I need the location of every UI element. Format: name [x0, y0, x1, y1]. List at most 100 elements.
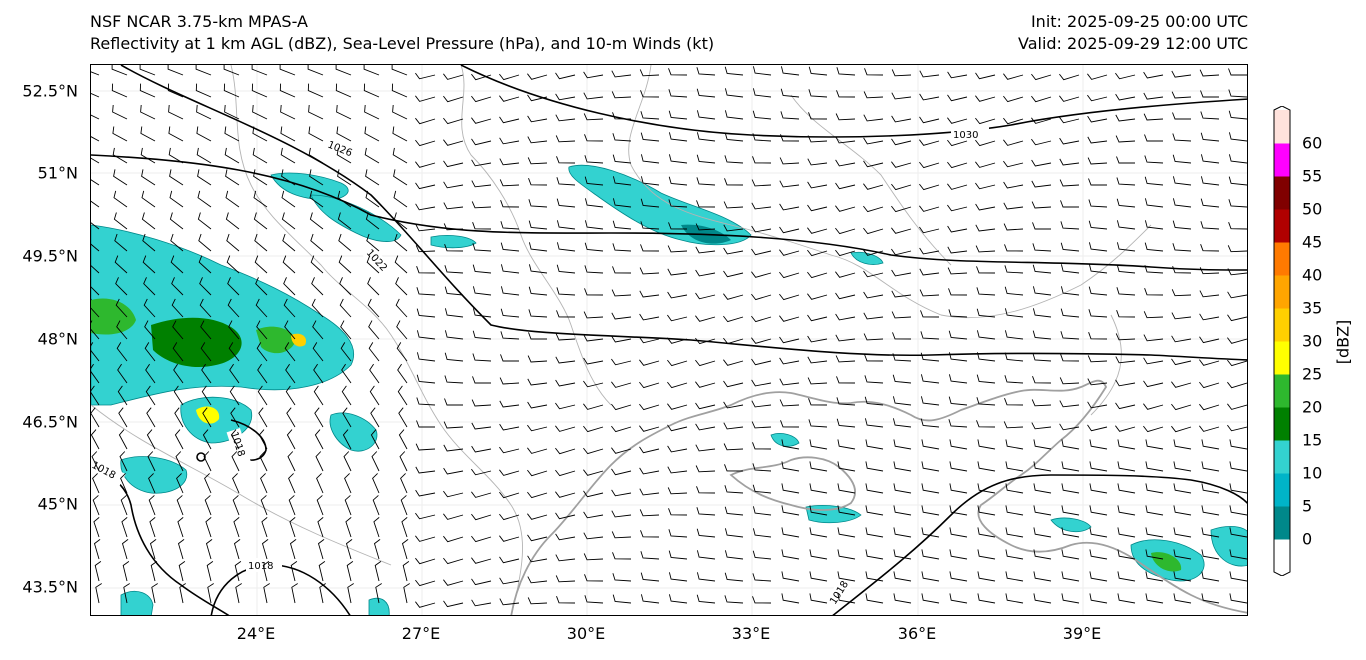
- wind-barb: [1003, 223, 1024, 231]
- wind-barb: [415, 182, 436, 190]
- wind-barb: [640, 90, 660, 98]
- wind-barb: [583, 511, 604, 519]
- wind-barb: [1115, 356, 1136, 364]
- wind-barb: [695, 337, 716, 345]
- wind-barb: [289, 517, 296, 538]
- wind-barb: [366, 233, 380, 252]
- wind-barb: [284, 342, 296, 362]
- colorbar-tick-label: 55: [1302, 166, 1323, 186]
- wind-barb: [527, 94, 548, 102]
- lon-label-33: 33°E: [731, 624, 771, 643]
- wind-barb: [500, 242, 520, 252]
- wind-barb: [373, 517, 380, 538]
- wind-barb: [91, 265, 100, 274]
- wind-barb: [1087, 157, 1108, 165]
- wind-barb: [1059, 73, 1080, 81]
- wind-barb: [281, 190, 296, 208]
- wind-barb: [975, 245, 996, 253]
- wind-barb: [151, 583, 158, 604]
- wind-barb: [415, 512, 436, 520]
- wind-barb: [1117, 593, 1136, 604]
- wind-barb: [1227, 314, 1247, 322]
- wind-barb: [145, 363, 156, 384]
- wind-barb: [312, 320, 324, 340]
- wind-barb: [443, 600, 464, 608]
- wind-barb: [807, 314, 828, 322]
- wind-barb: [1117, 549, 1136, 560]
- wind-barb: [111, 65, 128, 76]
- wind-barb: [528, 286, 548, 296]
- wind-barb: [864, 354, 884, 362]
- wind-barb: [1201, 439, 1220, 450]
- wind-barb: [555, 533, 576, 541]
- wind-barb: [724, 506, 744, 516]
- wind-barb: [282, 255, 296, 274]
- wind-barb: [1003, 421, 1024, 429]
- wind-barb: [583, 553, 604, 561]
- wind-barb: [779, 399, 800, 407]
- wind-barb: [527, 136, 548, 144]
- wind-barb: [415, 535, 436, 542]
- wind-barb: [313, 363, 324, 384]
- field-title: Reflectivity at 1 km AGL (dBZ), Sea-Leve…: [90, 34, 715, 53]
- wind-barb: [528, 264, 548, 274]
- wind-barb: [781, 439, 800, 450]
- wind-barb: [92, 495, 100, 516]
- wind-barb: [555, 402, 576, 410]
- wind-barb: [171, 277, 184, 296]
- wind-barb: [1172, 154, 1192, 164]
- echo-southeast-c: [1050, 517, 1092, 533]
- wind-barb: [1059, 116, 1080, 124]
- wind-barb: [752, 133, 772, 142]
- wind-barb: [1200, 198, 1220, 208]
- wind-barb: [444, 286, 464, 296]
- wind-barb: [947, 225, 968, 233]
- wind-barb: [142, 233, 156, 252]
- wind-barb: [696, 200, 716, 208]
- wind-barb: [1173, 439, 1192, 450]
- wind-barb: [1117, 571, 1136, 582]
- wind-barb: [179, 583, 186, 604]
- wind-barb: [1060, 242, 1080, 252]
- wind-barb: [947, 204, 968, 212]
- wind-barb: [370, 407, 380, 428]
- wind-barb: [919, 289, 940, 297]
- wind-barb: [444, 308, 464, 318]
- wind-barb: [835, 113, 856, 121]
- wind-barb: [393, 190, 408, 208]
- wind-barb: [1200, 132, 1220, 142]
- wind-barb: [345, 517, 352, 538]
- wind-barb: [724, 550, 744, 560]
- wind-barb: [196, 104, 212, 120]
- wind-barb: [1117, 461, 1136, 472]
- wind-barb: [639, 488, 660, 496]
- wind-barb: [751, 315, 772, 323]
- wind-barb: [1228, 89, 1247, 98]
- wind-barb: [584, 134, 604, 142]
- wind-barb: [317, 539, 325, 560]
- wind-barb: [1228, 199, 1247, 208]
- wind-barb: [949, 549, 968, 560]
- wind-barb: [499, 116, 520, 124]
- wind-barb: [1061, 527, 1080, 538]
- wind-barb: [472, 330, 492, 340]
- wind-barb: [1171, 425, 1192, 433]
- wind-barb: [1003, 73, 1024, 80]
- wind-barb: [318, 561, 326, 582]
- wind-barb: [809, 549, 828, 560]
- wind-barb: [1033, 461, 1052, 472]
- wind-barb: [807, 249, 828, 257]
- wind-barb: [253, 212, 268, 230]
- wind-barb: [366, 255, 380, 274]
- wind-barb: [338, 233, 352, 252]
- wind-barb: [1089, 461, 1108, 472]
- wind-barb: [1033, 593, 1052, 604]
- wind-barb: [891, 183, 912, 191]
- wind-barb: [977, 549, 996, 560]
- wind-barb: [112, 126, 128, 142]
- wind-barb: [261, 517, 268, 538]
- wind-barb: [556, 596, 576, 604]
- colorbar-segment: [1274, 539, 1290, 573]
- wind-barb: [807, 181, 828, 189]
- wind-barb: [288, 473, 296, 494]
